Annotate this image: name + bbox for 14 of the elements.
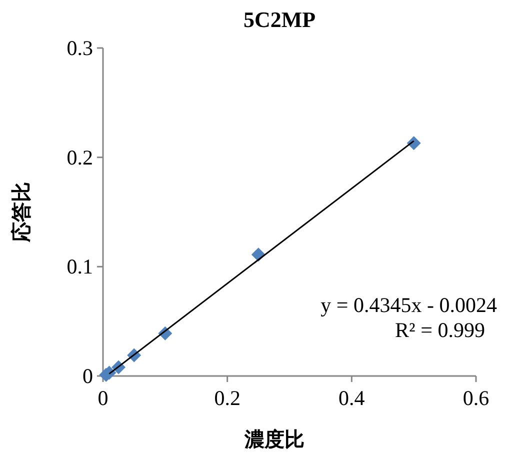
y-tick-label: 0.3 xyxy=(66,36,93,60)
y-tick-label: 0.2 xyxy=(66,145,93,170)
y-axis-title: 応答比 xyxy=(9,182,33,243)
y-tick-label: 0.1 xyxy=(66,254,93,279)
chart-title: 5C2MP xyxy=(243,7,316,32)
x-tick-label: 0.4 xyxy=(338,386,366,410)
annotation: y = 0.4345x - 0.0024 xyxy=(320,293,498,317)
y-tick-label: 0 xyxy=(82,364,93,388)
point xyxy=(406,136,421,150)
x-axis-title: 濃度比 xyxy=(244,427,304,451)
x-tick-label: 0.6 xyxy=(462,386,490,410)
x-tick-label: 0 xyxy=(98,386,108,410)
x-tick-label: 0.2 xyxy=(214,386,240,410)
annotation: R² = 0.999 xyxy=(395,318,485,342)
